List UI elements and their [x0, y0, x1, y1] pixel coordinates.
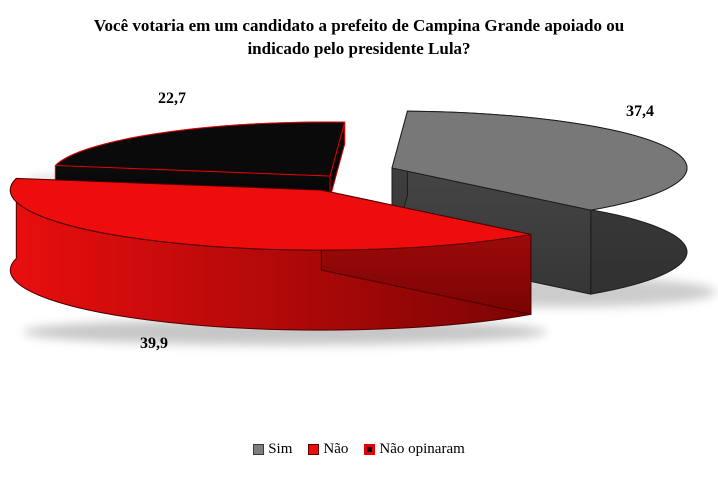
chart-title-line2: indicado pelo presidente Lula?: [247, 39, 471, 58]
legend-swatch-nao-icon: [308, 444, 320, 455]
legend-item-nao-opinaram: Não opinaram: [364, 441, 465, 458]
pie-slice-nao: [9, 177, 532, 331]
chart-title-line1: Você votaria em um candidato a prefeito …: [93, 16, 625, 35]
legend-swatch-nao-opinaram-icon: [364, 444, 376, 455]
legend-item-nao: Não: [308, 441, 348, 458]
legend-item-sim: Sim: [253, 441, 292, 458]
pie-slice-nao-top: [9, 177, 532, 251]
legend: Sim Não Não opinaram: [0, 441, 718, 458]
slice-value-nao: 39,9: [140, 335, 168, 352]
legend-label-nao: Não: [323, 441, 349, 457]
pie-slice-nao-opinaram-top: [54, 121, 346, 177]
slice-value-nao-opinaram: 22,7: [158, 90, 186, 107]
legend-label-sim: Sim: [268, 441, 293, 457]
legend-label-nao-opinaram: Não opinaram: [379, 441, 465, 457]
pie-slice-sim-top: [391, 110, 688, 211]
slice-value-sim: 37,4: [626, 103, 654, 120]
chart-title: Você votaria em um candidato a prefeito …: [0, 14, 718, 60]
legend-swatch-sim-icon: [253, 444, 265, 455]
